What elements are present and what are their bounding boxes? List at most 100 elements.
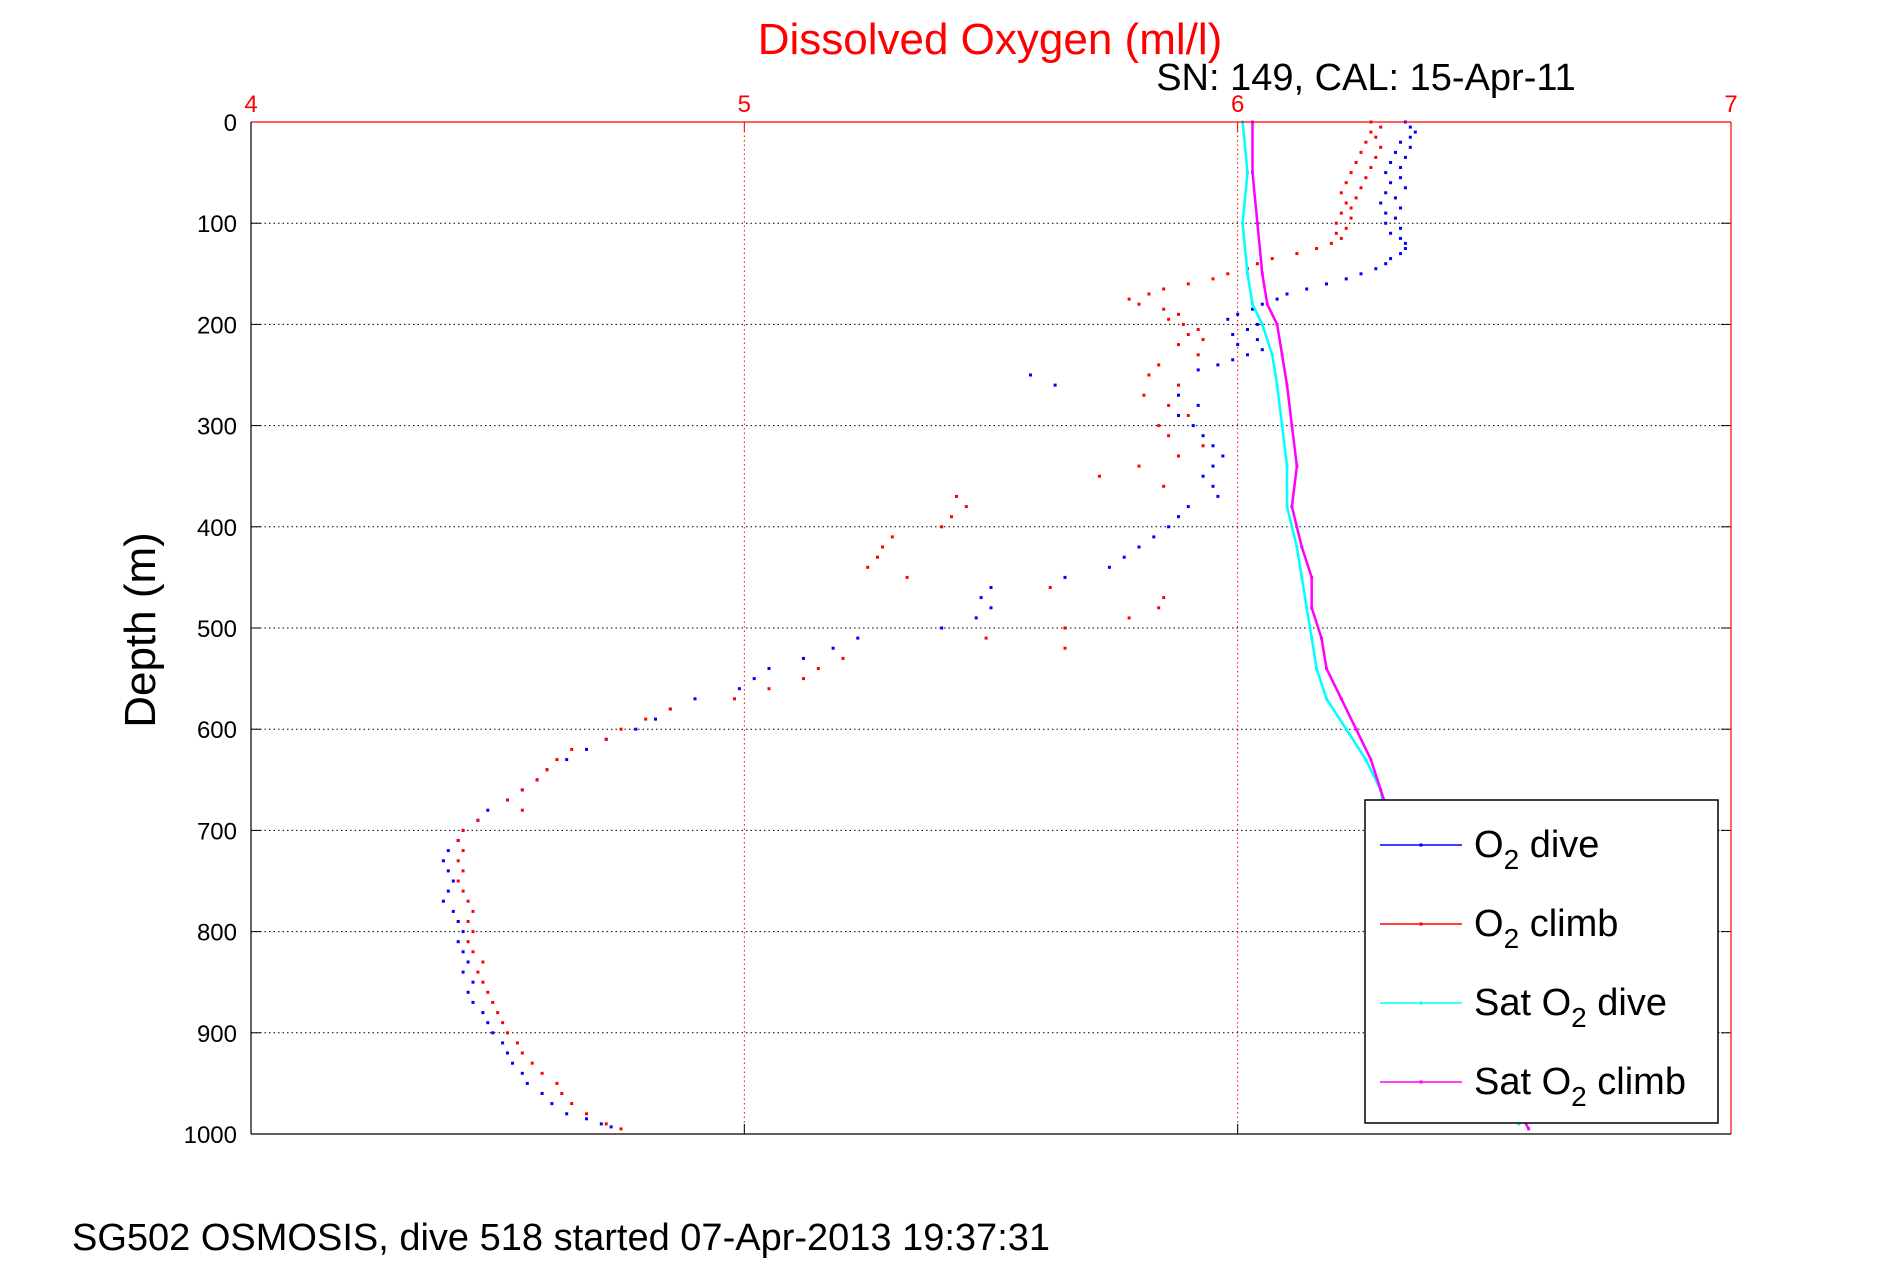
data-point: [1186, 333, 1190, 336]
tick-labels: 0 100 200 300 400 500 600 700 800 900 1000 4 5 6 7: [184, 91, 1738, 1149]
data-point: [481, 980, 485, 984]
data-point: [1211, 277, 1215, 281]
data-point: [1339, 236, 1343, 240]
data-point: [841, 656, 845, 660]
data-point: [802, 656, 805, 660]
data-point: [570, 1102, 574, 1106]
data-point: [456, 920, 460, 923]
data-point: [1310, 636, 1314, 640]
chart-title: Dissolved Oxygen (ml/l): [758, 15, 1223, 64]
data-point: [1162, 484, 1166, 488]
data-point: [535, 778, 539, 782]
legend-box: [1364, 799, 1719, 1124]
data-point: [1290, 424, 1294, 428]
data-point: [446, 889, 450, 893]
data-point: [476, 970, 480, 974]
data-point: [1399, 176, 1402, 180]
data-point: [570, 747, 574, 751]
data-point: [1137, 302, 1141, 306]
data-point: [1167, 317, 1171, 321]
y-tick-label: 1000: [184, 1122, 237, 1149]
data-point: [1048, 586, 1052, 589]
data-point: [481, 1011, 485, 1015]
data-point: [491, 1000, 495, 1004]
data-point: [1408, 145, 1412, 149]
data-point: [1063, 646, 1067, 650]
data-point: [1344, 277, 1348, 281]
data-point: [1300, 575, 1304, 579]
x-tick-label: 4: [244, 91, 257, 118]
data-point: [1344, 727, 1348, 731]
data-point: [1098, 474, 1101, 478]
data-point: [1285, 292, 1289, 296]
data-point: [599, 1122, 603, 1126]
data-point: [456, 839, 460, 842]
data-point: [1399, 236, 1402, 240]
data-point: [550, 1102, 554, 1106]
data-point: [1389, 181, 1393, 185]
data-point: [1369, 758, 1373, 762]
data-point: [1315, 247, 1319, 250]
data-point: [471, 950, 475, 954]
data-point: [1255, 322, 1259, 326]
data-point: [964, 505, 968, 509]
x-tick-label: 6: [1231, 91, 1244, 118]
data-point: [1186, 414, 1190, 417]
data-point: [940, 525, 944, 529]
y-tick-label: 200: [197, 312, 237, 339]
data-point: [471, 930, 475, 934]
series-1: [456, 120, 1383, 1131]
data-point: [1399, 206, 1402, 210]
legend-label: O2 dive: [1474, 824, 1599, 875]
data-point: [1275, 322, 1279, 326]
data-point: [1310, 575, 1314, 579]
data-point: [441, 859, 445, 863]
data-point: [1374, 135, 1378, 139]
data-point: [1137, 464, 1141, 468]
y-tick-label: 500: [197, 616, 237, 643]
data-point: [1408, 125, 1412, 129]
data-point: [1305, 287, 1309, 291]
data-point: [1177, 393, 1180, 397]
data-point: [1226, 317, 1230, 321]
data-point: [1344, 181, 1348, 185]
legend-marker: [1419, 1001, 1423, 1005]
data-point: [1389, 257, 1393, 261]
data-point: [461, 849, 465, 853]
data-point: [1394, 216, 1397, 220]
data-point: [609, 1125, 613, 1129]
data-point: [1167, 403, 1171, 407]
data-point: [1246, 272, 1249, 276]
data-point: [644, 717, 648, 721]
legend-marker: [1419, 922, 1423, 926]
data-point: [1379, 125, 1383, 129]
data-point: [1167, 434, 1171, 438]
data-point: [1384, 221, 1388, 225]
data-point: [802, 677, 805, 681]
data-point: [1295, 545, 1299, 549]
data-point: [515, 1041, 519, 1045]
data-point: [1325, 282, 1328, 286]
data-point: [545, 768, 549, 772]
data-point: [466, 990, 470, 994]
data-point: [456, 940, 460, 944]
data-point: [520, 1051, 524, 1055]
data-point: [1162, 596, 1166, 600]
data-point: [1285, 383, 1289, 387]
data-point: [461, 869, 465, 873]
data-point: [1251, 307, 1254, 311]
data-point: [520, 788, 524, 792]
data-point: [1275, 297, 1279, 301]
data-point: [693, 697, 697, 701]
data-point: [1063, 626, 1067, 630]
data-point: [1349, 206, 1353, 210]
data-point: [481, 960, 485, 964]
data-point: [1379, 201, 1383, 205]
data-point: [1354, 727, 1358, 731]
data-point: [1305, 606, 1309, 610]
data-point: [1290, 505, 1294, 509]
y-tick-label: 0: [224, 110, 237, 137]
data-point: [1260, 272, 1264, 276]
data-point: [520, 808, 524, 812]
